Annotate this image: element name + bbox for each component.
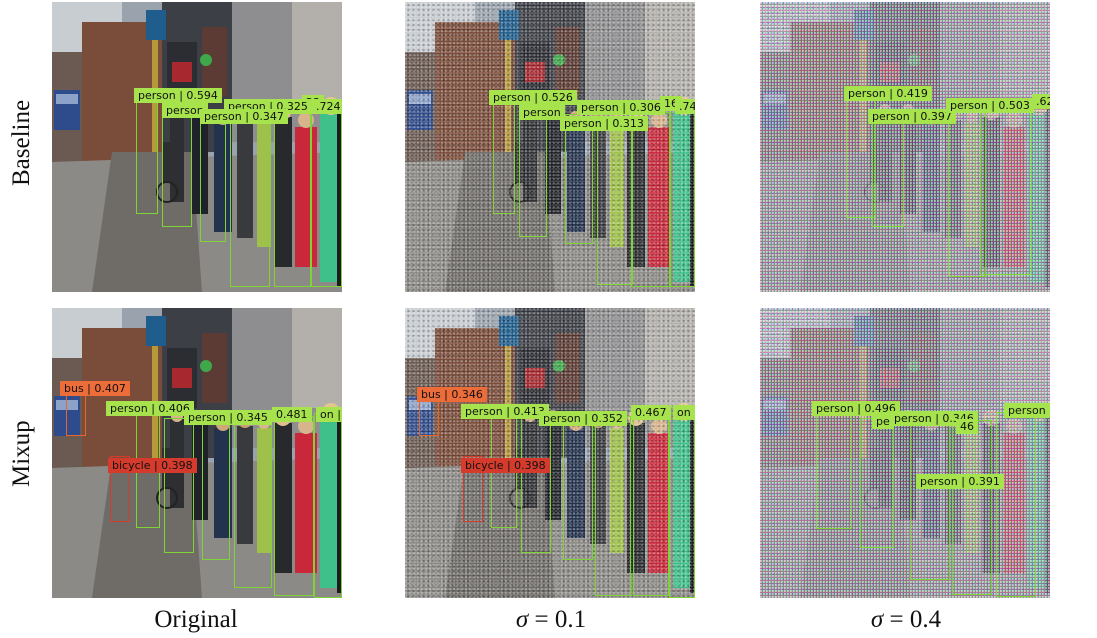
detection-label: person | 0.594 bbox=[134, 88, 222, 103]
detection-label: 0.467 bbox=[631, 405, 671, 420]
detection-label: person | 0.503 bbox=[946, 98, 1034, 113]
detection-label: pe bbox=[872, 414, 894, 429]
panel-baseline-sigma-0-1: person | 0.526 person 16 person | 0.306 … bbox=[405, 2, 695, 292]
detection-box bbox=[164, 418, 194, 553]
detection-label-bus: bus | 0.346 bbox=[417, 387, 487, 402]
detection-box bbox=[230, 107, 270, 287]
detection-label: .724 bbox=[312, 99, 342, 114]
detection-box-bicycle bbox=[110, 456, 130, 522]
row-label-baseline: Baseline bbox=[8, 99, 35, 186]
detection-label: person | 0.347 bbox=[200, 109, 288, 124]
detection-box bbox=[952, 420, 992, 595]
detection-box bbox=[310, 102, 342, 287]
detection-label: 46 bbox=[956, 419, 978, 434]
detection-box bbox=[234, 418, 272, 588]
detection-label: person | 0.406 bbox=[106, 401, 194, 416]
detection-box bbox=[669, 102, 695, 287]
detection-box bbox=[314, 413, 342, 598]
detection-box bbox=[493, 102, 515, 214]
detection-box bbox=[136, 102, 158, 214]
detection-label: person | 0.526 bbox=[489, 90, 577, 105]
detection-label: person | 0.306 bbox=[577, 100, 665, 115]
detection-label-bicycle: bicycle | 0.398 bbox=[108, 458, 197, 473]
detection-box bbox=[202, 420, 230, 560]
row-label-mixup: Mixup bbox=[8, 420, 35, 487]
detection-box bbox=[996, 412, 1036, 597]
detection-box bbox=[631, 112, 671, 287]
detection-label: on | 0.485 bbox=[673, 405, 695, 420]
detection-label: person | 0.496 bbox=[812, 401, 900, 416]
detection-label: person | 0.415 bbox=[1004, 403, 1050, 418]
col-label-sigma-0-1: σ = 0.1 bbox=[515, 606, 587, 633]
detection-label-bus: bus | 0.407 bbox=[60, 381, 130, 396]
detection-label: person | 0.397 bbox=[868, 109, 956, 124]
detection-label: .622 bbox=[1032, 94, 1050, 109]
detection-box bbox=[910, 420, 950, 580]
detection-box bbox=[521, 418, 551, 553]
detection-box bbox=[597, 110, 633, 285]
detection-label: person | 0.419 bbox=[844, 86, 932, 101]
detection-box bbox=[860, 418, 894, 548]
detection-box-bicycle bbox=[463, 456, 483, 522]
panel-baseline-sigma-0-4: person | 0.419 person | 0.397 person | 0… bbox=[760, 2, 1050, 292]
detection-box bbox=[563, 420, 593, 560]
detection-label: person bbox=[162, 103, 208, 118]
detection-box bbox=[980, 100, 1032, 275]
detection-label: person | 0.391 bbox=[916, 474, 1004, 489]
detection-box bbox=[162, 107, 192, 227]
detection-label: .746 bbox=[675, 99, 695, 114]
detection-box bbox=[519, 107, 547, 237]
detection-box bbox=[669, 413, 695, 598]
detection-label: person | 0.352 bbox=[539, 411, 627, 426]
detection-box bbox=[274, 112, 312, 287]
panel-mixup-sigma-0-4: person | 0.496 pe person | 0.346 46 pers… bbox=[760, 308, 1050, 598]
detection-label-bicycle: bicycle | 0.398 bbox=[461, 458, 550, 473]
detection-box bbox=[565, 114, 593, 244]
detection-box bbox=[816, 404, 852, 529]
col-label-original: Original bbox=[154, 606, 238, 633]
detection-box bbox=[595, 416, 631, 596]
detection-box bbox=[872, 112, 904, 227]
detection-label: person | 0.313 bbox=[560, 116, 648, 131]
col-label-sigma-0-4: σ = 0.4 bbox=[870, 606, 942, 633]
panel-mixup-original: bus | 0.407 person | 0.406 person | 0.34… bbox=[52, 308, 342, 598]
detection-label: person bbox=[519, 105, 565, 120]
detection-label: person | 0.413 bbox=[461, 404, 549, 419]
detection-box bbox=[274, 416, 314, 596]
detection-label: on | 0.51 bbox=[316, 407, 342, 422]
detection-label: person | 0.346 bbox=[890, 411, 978, 426]
panel-baseline-original: person | 0.594 person 23 person | 0.325 … bbox=[52, 2, 342, 292]
panel-mixup-sigma-0-1: bus | 0.346 person | 0.413 person | 0.35… bbox=[405, 308, 695, 598]
detection-box bbox=[633, 416, 669, 596]
detection-label: 0.481 bbox=[272, 407, 312, 422]
detection-box bbox=[200, 112, 226, 242]
detection-label: person | 0.345 bbox=[184, 410, 272, 425]
